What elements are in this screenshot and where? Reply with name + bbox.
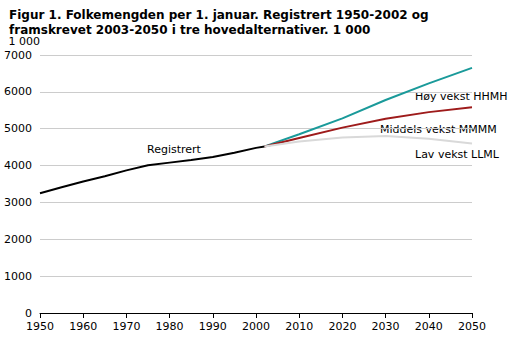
svg-text:1000: 1000 [4,270,32,283]
svg-text:Høy vekst HHMH: Høy vekst HHMH [415,90,508,103]
svg-text:2010: 2010 [285,320,313,333]
svg-text:1990: 1990 [199,320,227,333]
svg-text:6000: 6000 [4,85,32,98]
svg-text:1950: 1950 [26,320,54,333]
svg-text:2050: 2050 [458,320,486,333]
svg-text:2020: 2020 [328,320,356,333]
svg-text:Lav vekst LLML: Lav vekst LLML [415,148,500,161]
svg-text:1 000: 1 000 [9,35,41,48]
svg-text:1980: 1980 [156,320,184,333]
svg-text:0: 0 [25,307,32,320]
svg-text:3000: 3000 [4,196,32,209]
svg-text:2000: 2000 [242,320,270,333]
svg-text:5000: 5000 [4,122,32,135]
svg-text:4000: 4000 [4,159,32,172]
svg-text:1970: 1970 [112,320,140,333]
svg-text:7000: 7000 [4,49,32,62]
svg-text:Middels vekst MMMM: Middels vekst MMMM [380,123,497,136]
svg-text:framskrevet 2003-2050 i tre ho: framskrevet 2003-2050 i tre hovedalterna… [9,23,370,37]
svg-text:2030: 2030 [372,320,400,333]
svg-text:Registrert: Registrert [147,143,202,156]
svg-text:Figur 1. Folkemengden per 1. j: Figur 1. Folkemengden per 1. januar. Reg… [9,8,433,22]
svg-text:2000: 2000 [4,233,32,246]
svg-text:2040: 2040 [415,320,443,333]
svg-text:1960: 1960 [69,320,97,333]
